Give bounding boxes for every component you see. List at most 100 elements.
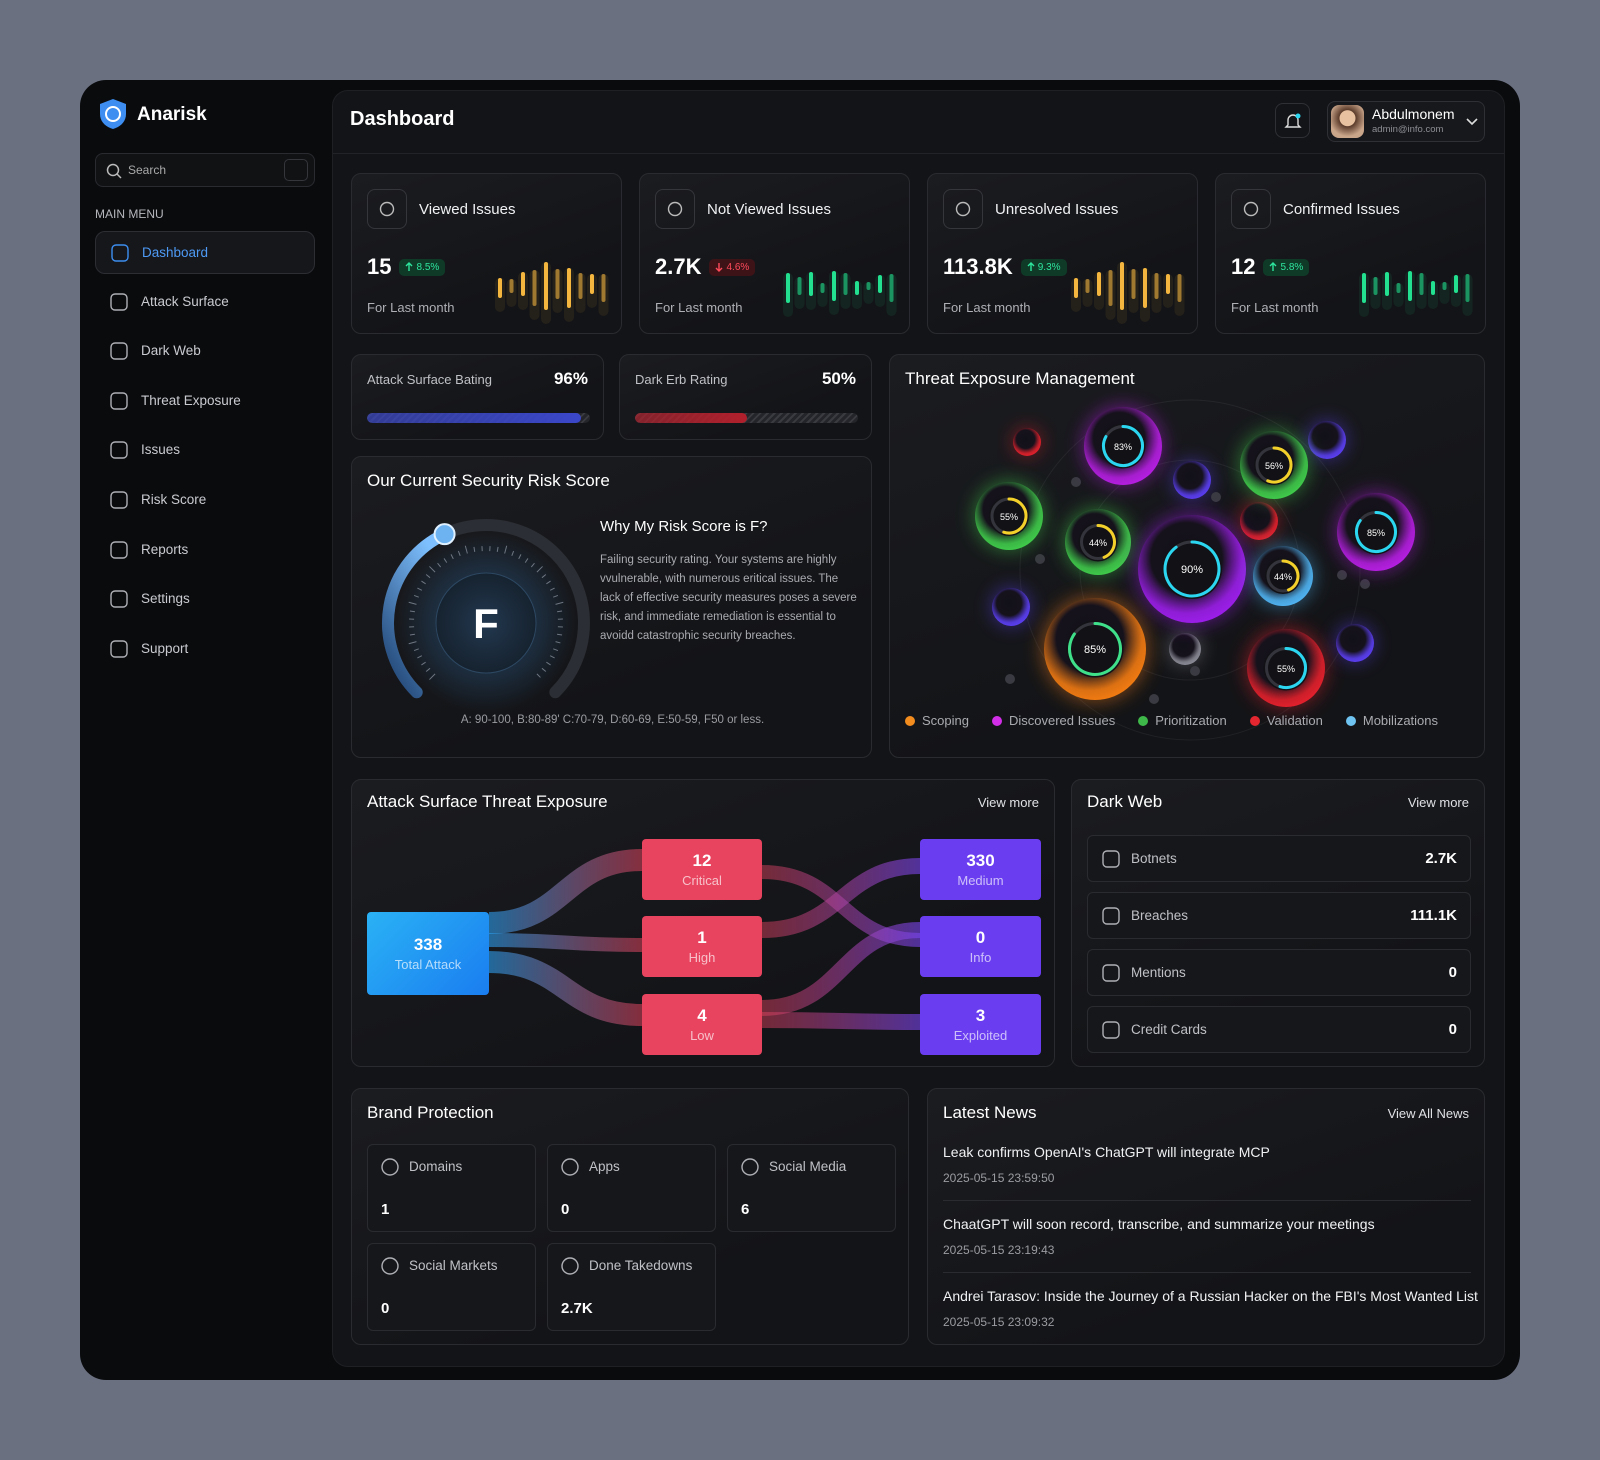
menu-icon-shape [110,392,128,410]
spark-bar [1166,274,1170,294]
trend-arrow [405,262,413,271]
menu-item[interactable]: Threat Exposure [95,380,315,423]
sankey-flow [761,1012,921,1030]
rating-card: Attack Surface Bating 96% [351,354,604,440]
rating-title: Dark Erb Rating [635,372,728,387]
bell-icon [1284,113,1302,128]
node-value: 4 [697,1006,707,1025]
menu-icon-shape [110,342,128,360]
stat-title: Confirmed Issues [1283,201,1400,218]
bubble-ring [1002,497,1028,535]
brand-icon [381,1257,399,1275]
node-value: 1 [697,928,707,947]
risk-text: Failing security rating. Your systems ar… [600,554,857,642]
spark-bar [1373,277,1378,295]
gauge-tick [536,673,541,678]
brand-icon [561,1158,579,1176]
sankey-flow [761,858,921,938]
gauge-tick [553,648,559,652]
brand-icon-shape [741,1158,759,1176]
bubble-ring [1278,647,1307,689]
menu-item[interactable]: Dark Web [95,330,315,373]
rating-value: 50% [821,369,856,388]
menu-item[interactable]: Support [95,628,315,671]
search-box[interactable]: Search [95,153,315,187]
dark-web-link[interactable]: View more [1407,795,1469,810]
logo-icon [100,99,126,129]
gauge-tick [437,562,442,568]
sankey-flow [488,933,643,952]
stat-period: For Last month [1231,300,1319,315]
menu-icon [110,342,128,360]
legend: Scoping Discovered Issues Prioritization Va… [905,713,1438,728]
spark-bar [832,271,836,301]
bubble-ring [1102,425,1144,467]
risk-grade: F [473,600,499,647]
dark-web-row: Breaches 111.1K [1087,892,1471,939]
bubble-core [1078,522,1118,562]
stat-row: 113.8K 9.3% [943,254,1067,280]
brand-icon [381,1158,399,1176]
news-headline[interactable]: Andrei Tarasov: Inside the Journey of a … [943,1288,1478,1304]
legend-name: Mobilizations [1362,713,1439,728]
bubble-label: 56% [1265,461,1283,471]
menu-item[interactable]: Issues [95,429,315,472]
spark-bar [1442,282,1447,290]
legend-name: Discovered Issues [1008,713,1116,728]
menu-item[interactable]: Reports [95,529,315,572]
legend-item: Discovered Issues [991,713,1116,728]
stat-row: 2.7K 4.6% [655,254,756,280]
stat-value: 113.8K [943,254,1013,279]
menu-item[interactable]: Dashboard [95,231,315,274]
node-value: 330 [966,851,995,870]
attack-title: Attack Surface Threat Exposure [367,792,608,811]
user-menu[interactable]: Abdulmonem admin@info.com [1327,101,1485,142]
row-icon [1102,964,1120,982]
notification-button[interactable] [1275,103,1310,138]
rating-track [635,413,858,423]
spark-bar [1431,281,1435,295]
brand-title: Brand Protection [367,1103,494,1122]
sankey-node: 0 Info [920,916,1041,977]
gauge-tick [429,673,436,680]
attack-link[interactable]: View more [977,795,1039,810]
spark-bar [1177,274,1182,302]
gauge-tick [524,558,529,563]
row-label: Breaches [1131,908,1189,923]
logo-globe [105,106,121,122]
gauge-tick [546,580,551,585]
sphere [1336,624,1374,662]
menu-icon [110,540,128,559]
row-value: 2.7K [1425,850,1457,867]
stat-change-text: 5.8% [1280,261,1304,273]
gauge-tick [429,566,436,573]
menu-item[interactable]: Settings [95,578,315,621]
row-icon [1102,850,1120,868]
menu-icon [110,441,128,460]
sparkline [1071,262,1185,324]
menu-icon [110,590,128,608]
news-headline[interactable]: Leak confirms OpenAI's ChatGPT will inte… [943,1144,1270,1160]
sankey-node: 338 Total Attack [367,912,489,995]
menu-icon-shape [110,441,128,460]
menu-item[interactable]: Attack Surface [95,281,315,324]
menu-item[interactable]: Risk Score [95,479,315,522]
dark-web-row: Credit Cards 0 [1087,1006,1471,1053]
legend-name: Validation [1266,713,1323,728]
row-label: Botnets [1131,851,1177,866]
news-headline[interactable]: ChaatGPT will soon record, transcribe, a… [943,1216,1375,1232]
bubble-chart: 83% 56% 55% 44% 90% 44% 85% 85% 55% [973,399,1417,741]
spark-bar [1143,268,1147,308]
spark-bar [1362,273,1366,303]
gauge-tick [511,550,515,556]
spark-bar [820,283,825,293]
spark-bar [1074,278,1078,298]
news-link[interactable]: View All News [1387,1106,1469,1121]
stat-change: 4.6% [709,258,756,276]
bubble-ring [1281,559,1300,592]
gauge-tick [450,554,454,560]
menu-label: Attack Surface [141,293,229,309]
bubble-core [1100,423,1146,469]
legend-name: Scoping [922,713,969,728]
gauge-tick [549,655,555,659]
